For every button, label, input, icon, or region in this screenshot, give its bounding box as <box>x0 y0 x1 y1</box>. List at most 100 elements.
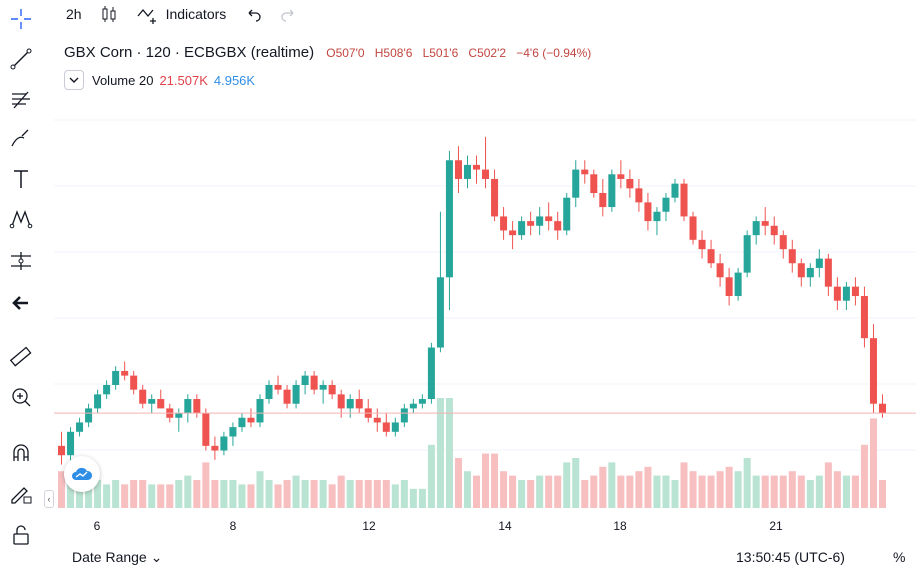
interval-button[interactable]: 2h <box>66 6 82 22</box>
volume-indicator-name[interactable]: Volume 20 <box>92 72 154 88</box>
candle-body <box>806 267 814 278</box>
volume-bar <box>680 462 688 508</box>
candle-body <box>373 417 381 423</box>
candle-body <box>752 221 760 236</box>
volume-bar <box>310 480 318 508</box>
candles-icon[interactable] <box>100 4 118 24</box>
volume-bar <box>635 471 643 508</box>
volume-bar <box>211 480 219 508</box>
series-legend: GBX Corn · 120 · ECBGBX (realtime) O507'… <box>64 44 591 61</box>
candle-body <box>310 375 318 390</box>
magnet-icon[interactable] <box>6 438 36 468</box>
trend-line-icon[interactable] <box>6 44 36 74</box>
volume-value: 21.507K <box>159 72 208 88</box>
volume-bar <box>373 480 381 508</box>
text-icon[interactable] <box>6 164 36 194</box>
volume-bar <box>121 484 129 508</box>
candle-body <box>130 375 138 390</box>
candle-body <box>148 399 156 404</box>
x-axis-tick: 14 <box>498 519 512 533</box>
volume-bar <box>400 480 408 508</box>
candle-body <box>860 296 868 339</box>
volume-bar <box>491 453 499 508</box>
candle-body <box>391 422 399 432</box>
volume-bar <box>265 480 273 508</box>
volume-bar <box>518 480 526 508</box>
ohlc-open: O507'0 <box>326 46 365 60</box>
candle-body <box>139 389 147 404</box>
volume-bar <box>608 462 616 508</box>
candle-body <box>409 403 417 409</box>
volume-bar <box>193 480 201 508</box>
volume-bar <box>94 480 102 508</box>
volume-bar <box>112 480 120 508</box>
volume-bar <box>202 462 210 508</box>
volume-bar <box>283 480 291 508</box>
volume-bar <box>869 418 877 508</box>
volume-bar <box>463 471 471 508</box>
tradingview-logo-button[interactable] <box>64 456 100 492</box>
volume-bar <box>797 475 805 508</box>
volume-bar <box>662 475 670 508</box>
candle-body <box>103 384 111 395</box>
collapse-legend-button[interactable] <box>64 70 84 90</box>
candle-body <box>473 164 481 170</box>
volume-bar <box>355 480 363 508</box>
candle-body <box>626 178 634 189</box>
back-arrow-icon[interactable] <box>6 288 36 318</box>
forecast-icon[interactable] <box>6 246 36 276</box>
zoom-icon[interactable] <box>6 382 36 412</box>
volume-bar <box>500 471 508 508</box>
date-range-button[interactable]: Date Range ⌄ <box>72 549 163 565</box>
fib-icon[interactable] <box>6 84 36 114</box>
volume-bar <box>292 475 300 508</box>
volume-bar <box>473 475 481 508</box>
brush-icon[interactable] <box>6 124 36 154</box>
scroll-left-button[interactable]: ‹ <box>44 490 54 508</box>
undo-icon[interactable] <box>244 5 262 23</box>
lock-icon[interactable] <box>6 520 36 550</box>
candle-body <box>815 258 823 268</box>
volume-bar <box>779 475 787 508</box>
clock-readout[interactable]: 13:50:45 (UTC-6) <box>736 549 845 565</box>
candle-body <box>608 174 616 208</box>
indicators-label: Indicators <box>165 6 227 22</box>
volume-bar <box>698 475 706 508</box>
candle-body <box>94 394 102 409</box>
candle-body <box>851 286 859 297</box>
candle-body <box>779 235 787 250</box>
volume-bar <box>220 480 228 508</box>
volume-bar <box>626 475 634 508</box>
ruler-icon[interactable] <box>6 342 36 372</box>
volume-bar <box>337 475 345 508</box>
percent-toggle[interactable]: % <box>893 549 906 565</box>
indicators-button[interactable]: Indicators <box>136 4 227 24</box>
pattern-icon[interactable] <box>6 204 36 234</box>
volume-bar <box>860 444 868 508</box>
candle-body <box>85 408 93 423</box>
candle-body <box>716 263 724 278</box>
volume-bar <box>689 471 697 508</box>
crosshair-icon[interactable] <box>6 4 36 34</box>
lock-drawing-icon[interactable] <box>6 478 36 508</box>
volume-bar <box>418 488 426 508</box>
candle-body <box>463 164 471 179</box>
candle-body <box>283 389 291 404</box>
volume-bar <box>175 480 183 508</box>
symbol-title[interactable]: GBX Corn · 120 · ECBGBX (realtime) <box>64 44 315 61</box>
chevron-down-icon <box>69 77 79 83</box>
volume-bar <box>743 458 751 508</box>
candle-body <box>788 249 796 264</box>
redo-icon[interactable] <box>280 5 298 23</box>
volume-bar <box>671 480 679 508</box>
volume-bar <box>563 462 571 508</box>
candle-body <box>770 225 778 236</box>
candle-body <box>761 221 769 226</box>
volume-bar <box>653 475 661 508</box>
volume-bar <box>382 480 390 508</box>
candle-body <box>869 338 877 404</box>
chevron-left-icon: ‹ <box>47 494 51 504</box>
volume-bar <box>761 475 769 508</box>
candle-body <box>202 413 210 446</box>
